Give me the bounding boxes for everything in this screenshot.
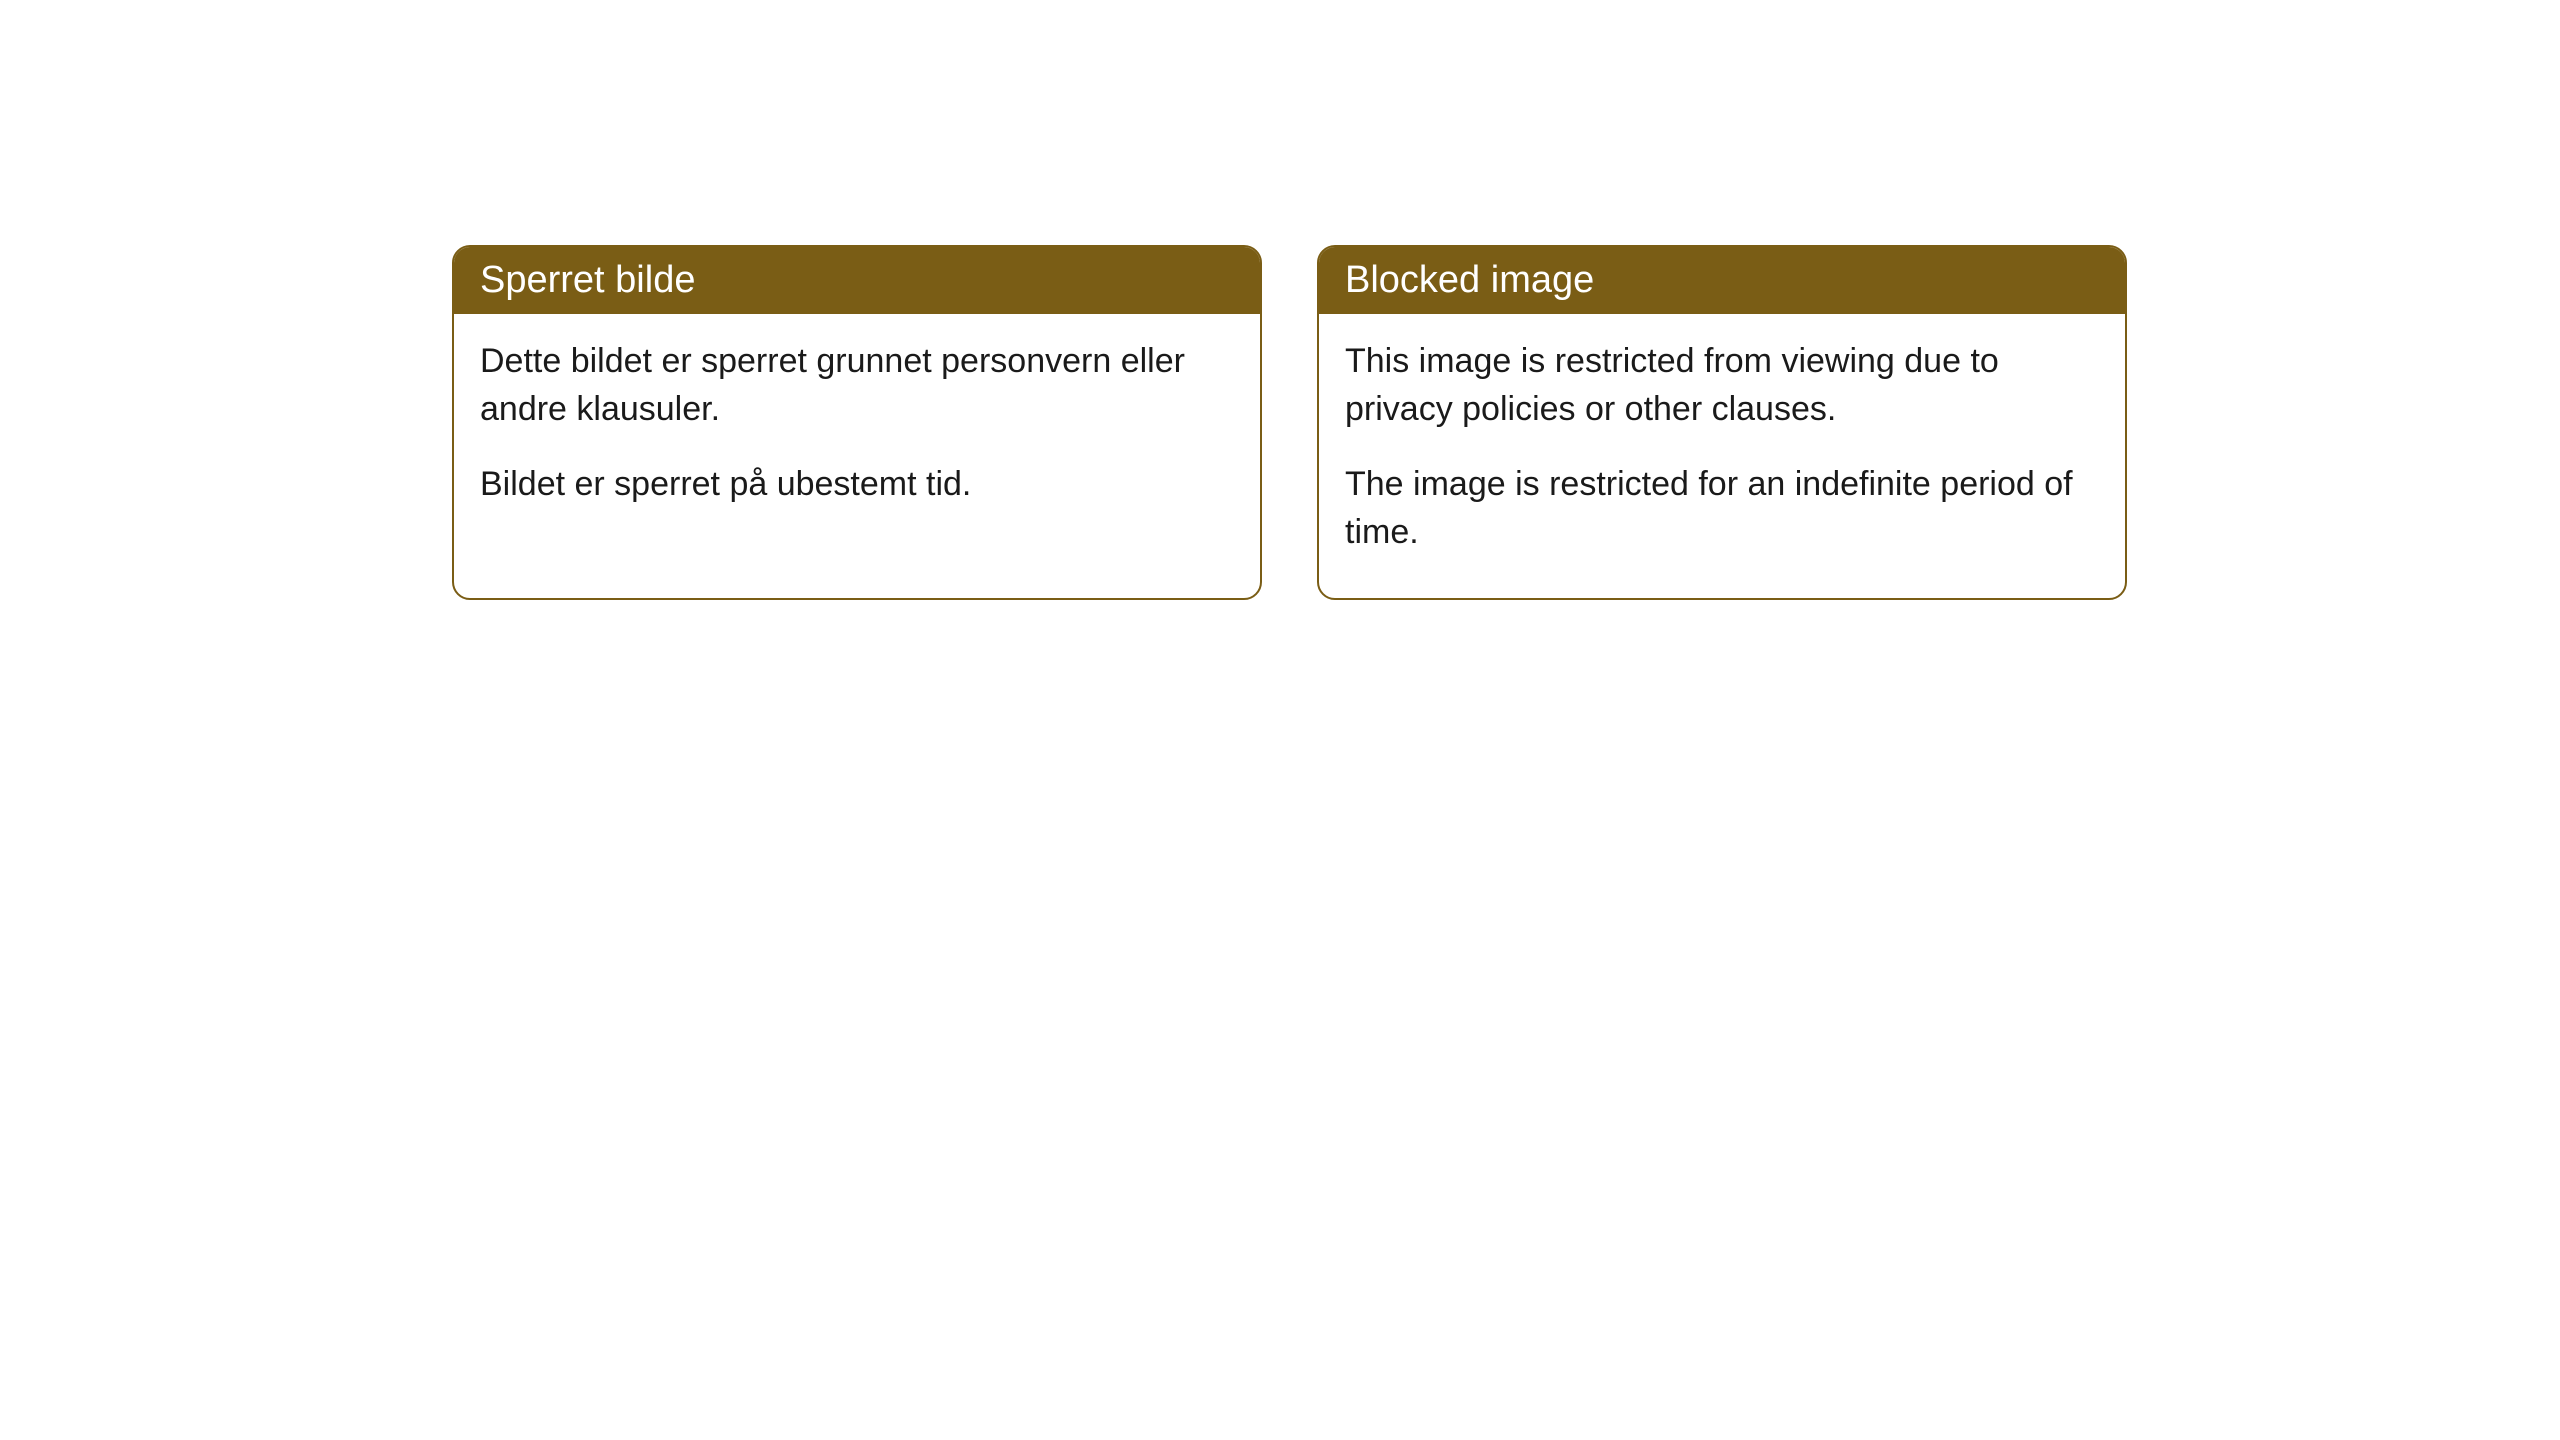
card-title: Blocked image	[1345, 259, 1594, 301]
card-paragraph: This image is restricted from viewing du…	[1345, 338, 2099, 433]
card-body: This image is restricted from viewing du…	[1319, 314, 2125, 598]
notice-card-english: Blocked image This image is restricted f…	[1317, 245, 2127, 600]
card-header: Blocked image	[1319, 247, 2125, 314]
notice-card-norwegian: Sperret bilde Dette bildet er sperret gr…	[452, 245, 1262, 600]
notice-cards-container: Sperret bilde Dette bildet er sperret gr…	[452, 245, 2127, 600]
card-header: Sperret bilde	[454, 247, 1260, 314]
card-body: Dette bildet er sperret grunnet personve…	[454, 314, 1260, 551]
card-paragraph: The image is restricted for an indefinit…	[1345, 461, 2099, 556]
card-paragraph: Dette bildet er sperret grunnet personve…	[480, 338, 1234, 433]
card-title: Sperret bilde	[480, 259, 695, 301]
card-paragraph: Bildet er sperret på ubestemt tid.	[480, 461, 1234, 509]
